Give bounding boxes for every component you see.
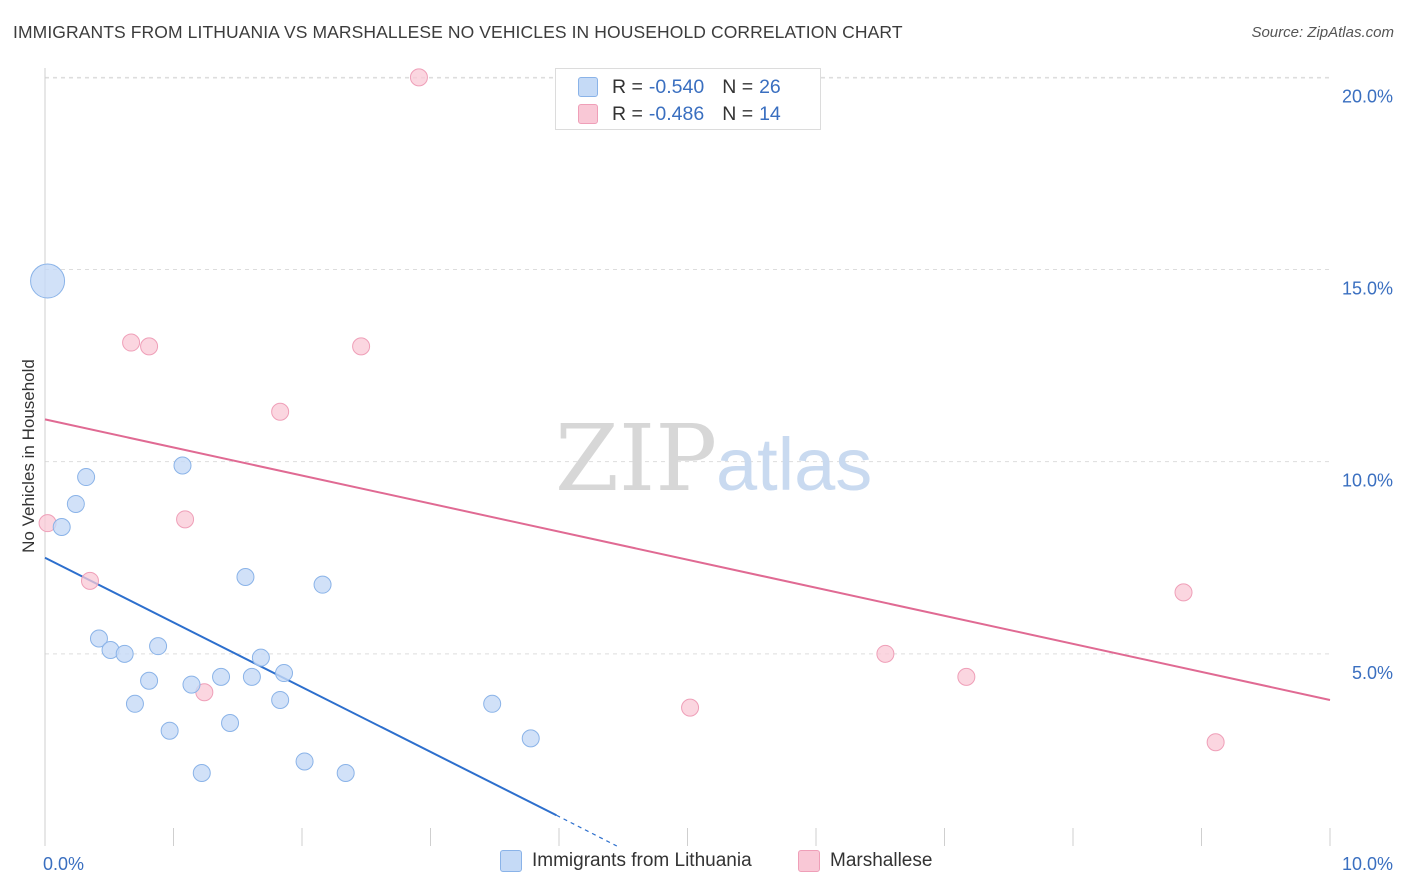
legend-item-marshallese[interactable]: Marshallese xyxy=(798,850,932,872)
n-label: N = xyxy=(722,102,754,125)
point-marshallese-3 xyxy=(140,337,159,356)
r-value-marshallese: -0.486 xyxy=(648,102,705,125)
y-tick-label-15: 15.0% xyxy=(1342,279,1393,299)
point-lithuania-16 xyxy=(236,567,255,586)
legend-swatch-marshallese xyxy=(798,850,820,872)
y-axis-label: No Vehicles in Household xyxy=(19,359,38,553)
legend-label-lithuania: Immigrants from Lithuania xyxy=(532,850,752,871)
point-marshallese-12 xyxy=(1174,583,1193,602)
point-marshallese-10 xyxy=(876,644,895,663)
y-tick-label-10: 10.0% xyxy=(1342,471,1393,491)
point-lithuania-0 xyxy=(30,263,66,299)
point-marshallese-7 xyxy=(352,337,371,356)
n-label: N = xyxy=(722,75,754,98)
trend-layer xyxy=(44,418,1331,847)
r-value-lithuania: -0.540 xyxy=(648,75,705,98)
point-lithuania-15 xyxy=(221,714,240,733)
r-label: R = xyxy=(612,102,643,125)
point-lithuania-11 xyxy=(173,456,192,475)
point-lithuania-12 xyxy=(182,675,201,694)
point-lithuania-8 xyxy=(140,671,159,690)
legend-item-lithuania[interactable]: Immigrants from Lithuania xyxy=(500,850,752,872)
point-lithuania-25 xyxy=(521,729,540,748)
n-value-lithuania: 26 xyxy=(759,75,781,98)
point-marshallese-6 xyxy=(271,402,290,421)
trend-line-lithuania xyxy=(44,556,557,817)
point-marshallese-4 xyxy=(176,510,195,529)
y-tick-label-5: 5.0% xyxy=(1352,663,1393,683)
chart-title: IMMIGRANTS FROM LITHUANIA VS MARSHALLESE… xyxy=(13,22,903,42)
series-legend: Immigrants from Lithuania Marshallese xyxy=(0,850,1406,878)
point-lithuania-23 xyxy=(336,763,355,782)
point-marshallese-1 xyxy=(80,571,99,590)
legend-label-marshallese: Marshallese xyxy=(830,850,933,871)
point-lithuania-13 xyxy=(192,763,211,782)
watermark-zip: ZIP xyxy=(555,405,717,512)
watermark-atlas: atlas xyxy=(716,423,872,506)
grid-layer xyxy=(45,76,1330,655)
point-lithuania-7 xyxy=(125,694,144,713)
point-lithuania-10 xyxy=(160,721,179,740)
trend-line-marshallese xyxy=(44,418,1331,701)
point-lithuania-19 xyxy=(271,690,290,709)
n-value-marshallese: 14 xyxy=(759,102,781,125)
point-lithuania-3 xyxy=(77,468,96,487)
trend-line-lithuania-extension xyxy=(556,814,618,847)
point-lithuania-17 xyxy=(242,667,261,686)
lithuania-swatch xyxy=(578,77,598,97)
point-lithuania-21 xyxy=(295,752,314,771)
stats-row-lithuania: R = -0.540 N = 26 xyxy=(578,74,781,100)
r-label: R = xyxy=(612,75,643,98)
point-lithuania-6 xyxy=(115,644,134,663)
point-marshallese-11 xyxy=(957,667,976,686)
point-lithuania-24 xyxy=(483,694,502,713)
source-label: Source: ZipAtlas.com xyxy=(1251,24,1394,41)
point-marshallese-8 xyxy=(409,68,428,87)
axis-layer: 5.0% 10.0% 15.0% 20.0% 0.0% 10.0% xyxy=(43,68,1393,874)
x-tick-label-10: 10.0% xyxy=(1342,854,1393,874)
watermark: ZIP atlas xyxy=(555,405,872,512)
point-lithuania-18 xyxy=(251,648,270,667)
point-lithuania-14 xyxy=(212,667,231,686)
x-tick-label-0: 0.0% xyxy=(43,854,84,874)
legend-swatch-lithuania xyxy=(500,850,522,872)
point-lithuania-1 xyxy=(52,518,71,537)
point-marshallese-2 xyxy=(122,333,141,352)
stats-row-marshallese: R = -0.486 N = 14 xyxy=(578,101,781,127)
point-lithuania-9 xyxy=(149,637,168,656)
point-layer xyxy=(30,68,1225,782)
y-tick-label-20: 20.0% xyxy=(1342,86,1393,106)
point-marshallese-13 xyxy=(1206,733,1225,752)
point-lithuania-20 xyxy=(275,664,294,683)
point-lithuania-22 xyxy=(313,575,332,594)
point-lithuania-4 xyxy=(89,629,108,648)
marshallese-swatch xyxy=(578,104,598,124)
stats-legend: R = -0.540 N = 26 R = -0.486 N = 14 xyxy=(555,68,821,130)
point-lithuania-2 xyxy=(66,494,85,513)
point-marshallese-9 xyxy=(681,698,700,717)
